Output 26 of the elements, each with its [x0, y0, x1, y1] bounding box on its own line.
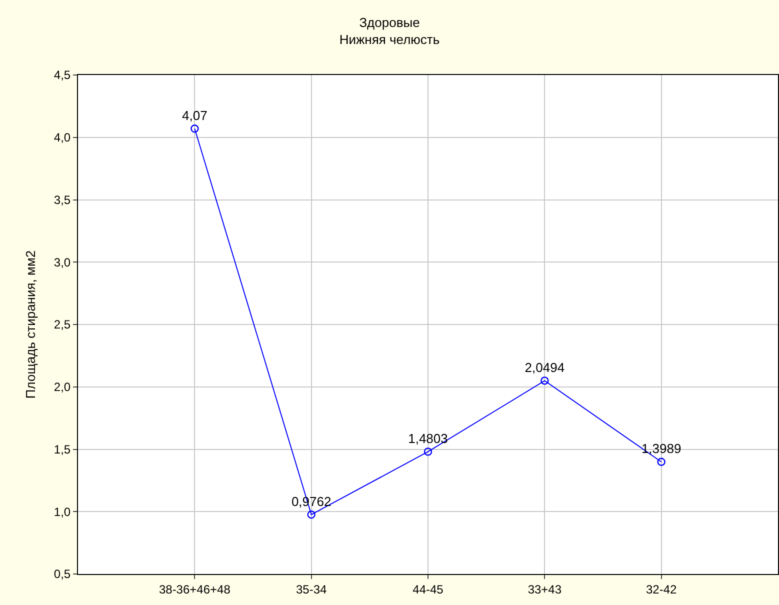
data-label: 1,3989 — [641, 441, 682, 456]
y-tick-label: 1,0 — [54, 504, 71, 519]
data-label: 2,0494 — [524, 360, 565, 376]
data-label: 1,4803 — [408, 431, 448, 446]
point — [190, 124, 199, 133]
y-tick-label: 4,5 — [54, 68, 71, 82]
chart-title: Здоровые — [359, 15, 420, 30]
x-tick-label: 35-34 — [296, 582, 327, 596]
x-tick-label: 32-42 — [646, 582, 677, 596]
y-tick-label: 3,0 — [54, 255, 71, 270]
x-tick-label: 33+43 — [528, 582, 562, 596]
point — [540, 376, 549, 385]
point — [657, 458, 666, 466]
point — [424, 448, 432, 456]
y-tick-label: 2,5 — [54, 318, 71, 332]
y-axis-title: Площадь стирания, мм2 — [22, 250, 38, 399]
x-tick-label: 44-45 — [412, 582, 444, 596]
chart-subtitle: Нижняя челюсть — [339, 32, 440, 48]
point — [307, 510, 316, 519]
y-tick-label: 0,5 — [54, 567, 71, 582]
y-tick-label: 1,5 — [54, 442, 71, 456]
y-tick-label: 2,0 — [54, 380, 71, 394]
y-tick-label: 3,5 — [54, 192, 71, 207]
x-tick-label: 38-36+46+48 — [158, 582, 231, 596]
data-label: 4,07 — [182, 108, 208, 124]
y-tick-label: 4,0 — [54, 130, 71, 145]
